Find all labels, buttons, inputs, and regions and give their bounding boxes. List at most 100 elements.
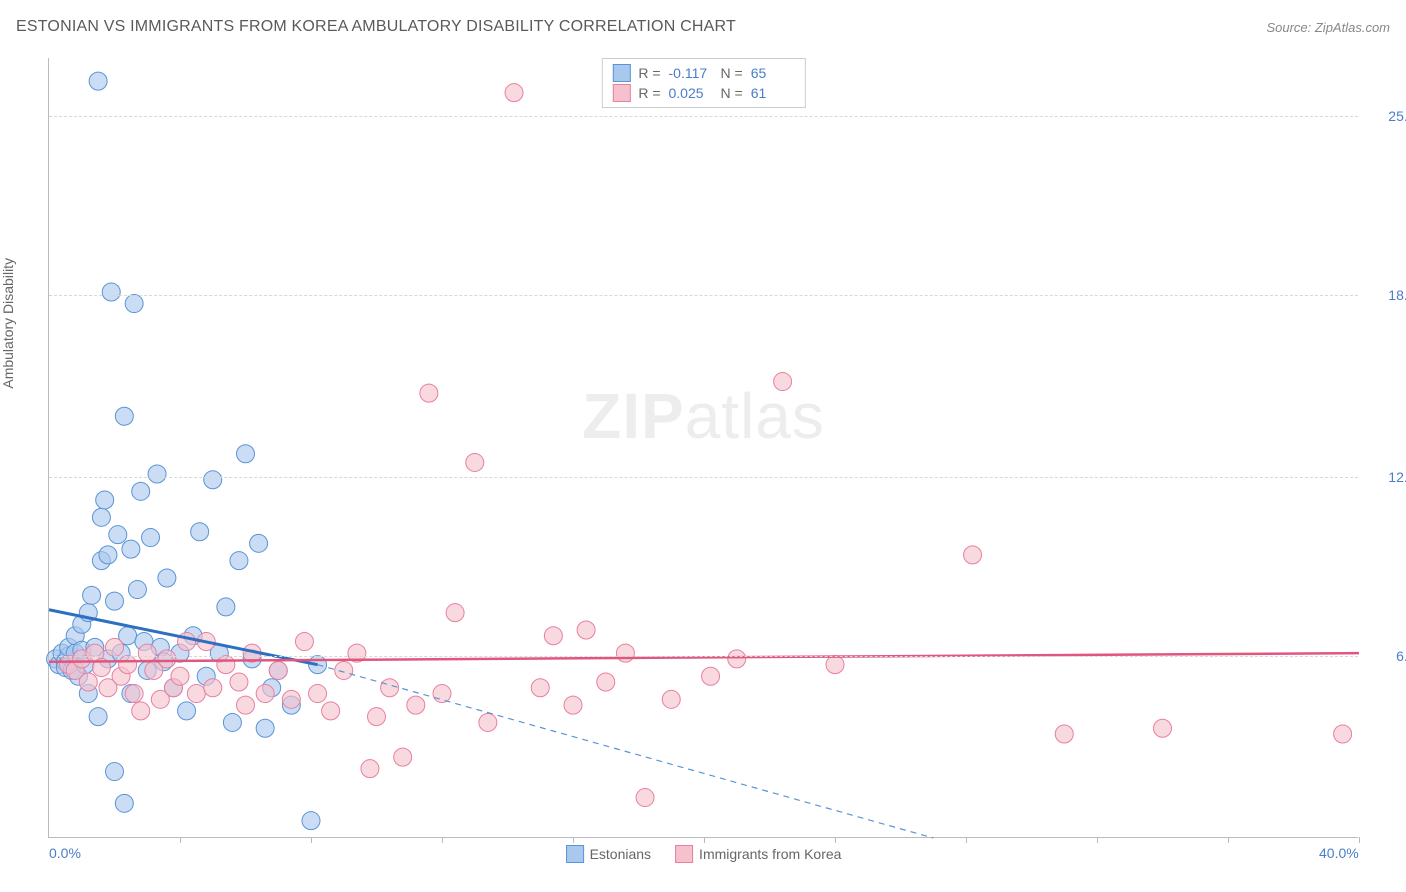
data-point-korea	[433, 685, 451, 703]
data-point-estonians	[237, 445, 255, 463]
data-point-estonians	[83, 586, 101, 604]
y-tick-label: 12.5%	[1368, 469, 1406, 485]
data-point-korea	[702, 667, 720, 685]
data-point-korea	[335, 661, 353, 679]
source-attribution: Source: ZipAtlas.com	[1266, 20, 1390, 35]
data-point-korea	[381, 679, 399, 697]
data-point-korea	[322, 702, 340, 720]
x-tick-mark	[1359, 837, 1360, 843]
data-point-korea	[479, 713, 497, 731]
data-point-korea	[309, 685, 327, 703]
data-point-estonians	[128, 581, 146, 599]
data-point-estonians	[132, 482, 150, 500]
swatch-estonians	[612, 64, 630, 82]
data-point-estonians	[102, 283, 120, 301]
x-tick-mark	[704, 837, 705, 843]
r-value-estonians: -0.117	[669, 65, 713, 81]
x-tick-mark	[1097, 837, 1098, 843]
swatch-korea	[612, 84, 630, 102]
data-point-estonians	[256, 719, 274, 737]
data-point-korea	[505, 84, 523, 102]
data-point-estonians	[115, 794, 133, 812]
x-tick-mark	[835, 837, 836, 843]
data-point-estonians	[122, 540, 140, 558]
chart-title: ESTONIAN VS IMMIGRANTS FROM KOREA AMBULA…	[16, 18, 736, 36]
data-point-estonians	[223, 713, 241, 731]
stats-legend: R = -0.117 N = 65 R = 0.025 N = 61	[601, 58, 805, 108]
data-point-korea	[531, 679, 549, 697]
data-point-korea	[636, 789, 654, 807]
data-point-korea	[1154, 719, 1172, 737]
legend-item-estonians: Estonians	[566, 845, 651, 863]
data-point-korea	[774, 373, 792, 391]
x-tick-mark	[573, 837, 574, 843]
data-point-estonians	[125, 295, 143, 313]
data-point-korea	[662, 690, 680, 708]
data-point-korea	[237, 696, 255, 714]
gridline	[49, 656, 1358, 657]
n-value-estonians: 65	[751, 65, 795, 81]
data-point-korea	[964, 546, 982, 564]
data-point-korea	[446, 604, 464, 622]
data-point-korea	[577, 621, 595, 639]
data-point-korea	[106, 638, 124, 656]
n-label: N =	[721, 65, 743, 81]
x-tick-mark	[1228, 837, 1229, 843]
gridline	[49, 295, 1358, 296]
data-point-korea	[597, 673, 615, 691]
data-point-korea	[125, 685, 143, 703]
r-label: R =	[638, 85, 660, 101]
stats-row-estonians: R = -0.117 N = 65	[612, 63, 794, 83]
x-tick-mark	[442, 837, 443, 843]
swatch-korea	[675, 845, 693, 863]
data-point-korea	[295, 633, 313, 651]
data-point-korea	[119, 656, 137, 674]
data-point-korea	[132, 702, 150, 720]
data-point-korea	[230, 673, 248, 691]
data-point-korea	[171, 667, 189, 685]
data-point-korea	[269, 661, 287, 679]
data-point-korea	[187, 685, 205, 703]
gridline	[49, 477, 1358, 478]
data-point-estonians	[106, 592, 124, 610]
data-point-korea	[564, 696, 582, 714]
data-point-estonians	[99, 546, 117, 564]
data-point-estonians	[89, 708, 107, 726]
data-point-estonians	[89, 72, 107, 90]
swatch-estonians	[566, 845, 584, 863]
data-point-korea	[138, 644, 156, 662]
x-tick-label: 40.0%	[1319, 845, 1359, 861]
data-point-korea	[544, 627, 562, 645]
data-point-estonians	[96, 491, 114, 509]
data-point-korea	[282, 690, 300, 708]
y-tick-label: 6.3%	[1368, 648, 1406, 664]
scatter-plot: ZIPatlas R = -0.117 N = 65 R = 0.025 N =…	[48, 58, 1358, 838]
x-tick-mark	[966, 837, 967, 843]
data-point-estonians	[191, 523, 209, 541]
data-point-korea	[158, 650, 176, 668]
data-point-korea	[204, 679, 222, 697]
x-tick-label: 0.0%	[49, 845, 81, 861]
data-point-estonians	[142, 529, 160, 547]
data-point-korea	[256, 685, 274, 703]
legend-item-korea: Immigrants from Korea	[675, 845, 841, 863]
data-point-estonians	[302, 812, 320, 830]
data-point-estonians	[204, 471, 222, 489]
data-point-estonians	[250, 534, 268, 552]
data-point-korea	[361, 760, 379, 778]
chart-svg	[49, 58, 1358, 837]
y-tick-label: 25.0%	[1368, 108, 1406, 124]
y-tick-label: 18.8%	[1368, 287, 1406, 303]
data-point-korea	[616, 644, 634, 662]
data-point-korea	[1055, 725, 1073, 743]
data-point-korea	[466, 453, 484, 471]
x-tick-mark	[180, 837, 181, 843]
gridline	[49, 116, 1358, 117]
data-point-estonians	[230, 552, 248, 570]
legend-label-korea: Immigrants from Korea	[699, 846, 841, 862]
r-label: R =	[638, 65, 660, 81]
x-tick-mark	[311, 837, 312, 843]
data-point-estonians	[158, 569, 176, 587]
data-point-korea	[394, 748, 412, 766]
data-point-korea	[79, 673, 97, 691]
